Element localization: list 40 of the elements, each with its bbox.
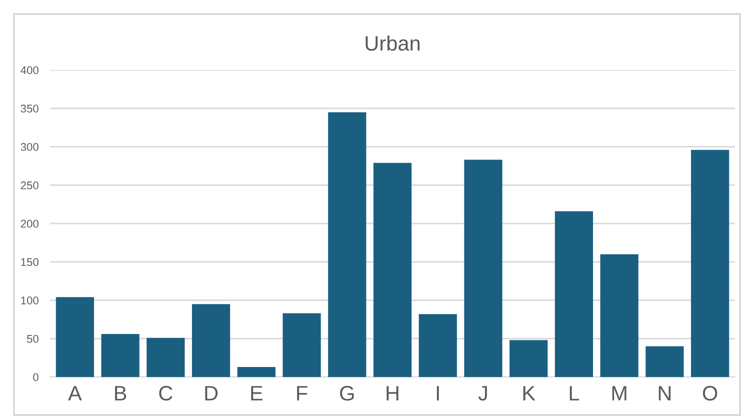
bar xyxy=(418,314,457,377)
x-tick-label: I xyxy=(436,386,439,400)
x-tick-label: F xyxy=(297,386,308,400)
x-tick-label: D xyxy=(205,386,218,400)
bar xyxy=(510,340,548,377)
x-tick-label: M xyxy=(612,386,626,400)
x-tick-label: C xyxy=(159,386,172,401)
x-tick-label: B xyxy=(115,386,126,400)
bar xyxy=(146,338,185,377)
x-tick-label: E xyxy=(251,386,262,400)
y-tick-label: 50 xyxy=(26,334,38,343)
bar xyxy=(101,334,140,377)
bar xyxy=(373,162,412,377)
bar xyxy=(690,150,730,377)
bar xyxy=(282,313,321,377)
x-tick-label: N xyxy=(658,386,671,400)
x-tick-label: K xyxy=(523,386,536,400)
x-tick-label: J xyxy=(478,386,487,401)
y-tick-label: 300 xyxy=(20,143,38,151)
bar xyxy=(192,304,230,377)
y-tick-label: 200 xyxy=(20,220,38,228)
bar xyxy=(600,254,638,377)
bar xyxy=(328,112,366,377)
y-tick-label: 100 xyxy=(21,296,38,304)
bar xyxy=(646,346,684,377)
y-tick-label: 0 xyxy=(33,373,38,382)
y-tick-label: 350 xyxy=(20,104,38,113)
y-tick-label: 400 xyxy=(20,66,38,74)
bar xyxy=(464,160,502,377)
y-tick-label: 150 xyxy=(21,258,38,266)
bar xyxy=(554,211,594,377)
x-tick-label: G xyxy=(340,386,354,401)
bar xyxy=(56,297,94,377)
x-tick-label: A xyxy=(68,386,82,400)
bar xyxy=(237,367,276,377)
x-tick-label: L xyxy=(570,386,580,400)
x-tick-label: O xyxy=(702,386,718,401)
y-tick-label: 250 xyxy=(20,181,38,190)
chart-title: Urban xyxy=(366,35,420,51)
x-tick-label: H xyxy=(386,386,398,400)
